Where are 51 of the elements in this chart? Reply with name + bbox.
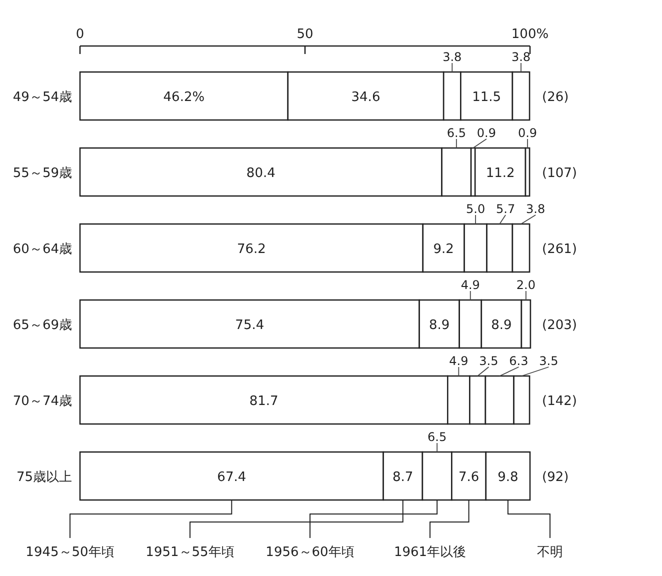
text: 1951～55年頃 <box>146 545 234 560</box>
text: 1945～50年頃 <box>26 545 114 560</box>
text: 不明 <box>537 545 563 560</box>
data-label: 76.2 <box>236 242 266 257</box>
y-tick-label: 55～59歳 <box>12 166 72 181</box>
data-label: 0.9 <box>476 126 496 140</box>
data-label: 3.8 <box>511 50 531 64</box>
y-tick-label: 60～64歳 <box>12 242 72 257</box>
data-label: 3.5 <box>539 354 558 368</box>
data-label: 5.0 <box>466 202 486 216</box>
data-label: 9.8 <box>498 470 518 485</box>
text: (142) <box>542 394 577 409</box>
data-label: 3.8 <box>526 202 546 216</box>
data-label: 2.0 <box>516 278 536 292</box>
data-label: 6.5 <box>446 126 466 140</box>
y-tick-label: 70～74歳 <box>12 394 72 409</box>
y-tick-label: 65～69歳 <box>12 318 72 333</box>
data-label: 6.3 <box>509 354 528 368</box>
text: 1956～60年頃 <box>266 545 354 560</box>
data-label: 81.7 <box>249 394 278 409</box>
data-label: 34.6 <box>351 90 380 105</box>
data-label: 75.4 <box>235 318 264 333</box>
data-label: 4.9 <box>449 354 468 368</box>
text: 1961年以後 <box>394 545 466 560</box>
x-tick-label: 50 <box>296 27 314 42</box>
data-label: 0.9 <box>518 126 538 140</box>
y-tick-label: 75歳以上 <box>16 470 72 485</box>
data-label: 8.9 <box>428 318 450 333</box>
data-label: 3.5 <box>479 354 498 368</box>
data-label: 67.4 <box>217 470 246 485</box>
data-label: 3.8 <box>442 50 462 64</box>
text: (203) <box>542 318 577 333</box>
data-label: 9.2 <box>433 242 454 257</box>
data-label: 80.4 <box>246 166 276 181</box>
data-label: 5.7 <box>496 202 516 216</box>
x-tick-label: 0 <box>76 27 84 42</box>
text: (92) <box>542 470 569 485</box>
x-tick-label: 100% <box>511 27 549 42</box>
text: (26) <box>542 90 569 105</box>
data-label: 8.9 <box>491 318 512 333</box>
data-label: 8.7 <box>392 470 414 485</box>
data-label: 4.9 <box>460 278 480 292</box>
data-label: 11.5 <box>472 90 502 105</box>
text: (107) <box>542 166 577 181</box>
data-label: 6.5 <box>428 430 447 444</box>
bar <box>474 147 526 197</box>
data-label: 11.2 <box>486 166 515 181</box>
y-tick-label: 49～54歳 <box>12 90 72 105</box>
text: (261) <box>542 242 577 257</box>
data-label: 7.6 <box>458 470 480 485</box>
data-label: 46.2% <box>163 90 205 105</box>
